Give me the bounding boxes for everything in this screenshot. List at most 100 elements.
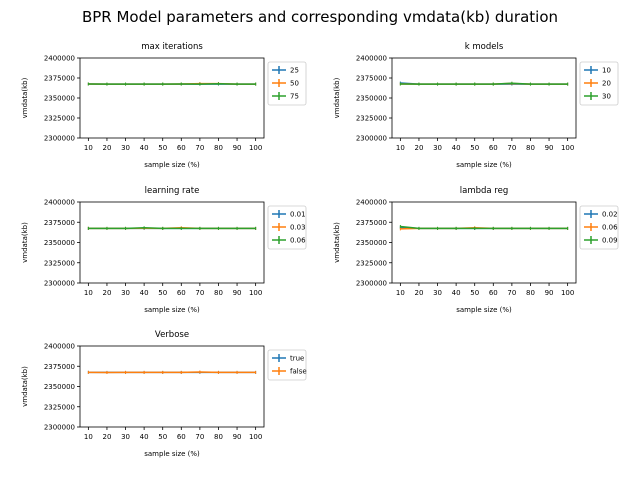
y-tick-label: 2325000 <box>44 115 75 123</box>
legend-box <box>579 205 619 250</box>
legend-label: 75 <box>290 93 299 101</box>
x-tick-label: 60 <box>489 144 498 152</box>
y-tick-label: 2300000 <box>356 135 387 143</box>
legend-label: 10 <box>602 67 611 75</box>
legend: 0.01 0.03 0.06 <box>267 205 307 250</box>
y-tick-label: 2300000 <box>44 424 75 432</box>
axes-frame <box>391 201 577 284</box>
y-tick-label: 2375000 <box>44 363 75 371</box>
legend-label: 30 <box>602 93 611 101</box>
x-axis-label: sample size (%) <box>456 161 512 169</box>
x-tick-label: 100 <box>249 289 262 297</box>
x-tick-label: 60 <box>177 289 186 297</box>
x-tick-label: 20 <box>102 289 111 297</box>
x-tick-label: 20 <box>414 289 423 297</box>
y-tick-label: 2300000 <box>356 280 387 288</box>
x-tick-label: 50 <box>158 144 167 152</box>
y-tick-label: 2325000 <box>356 259 387 267</box>
x-axis-label: sample size (%) <box>144 450 200 458</box>
subplot: Verbose 10 20 30 40 50 60 70 80 90 100 2300000 23250… <box>21 330 307 458</box>
subplot-title: max iterations <box>141 42 203 52</box>
y-tick-label: 2350000 <box>44 95 75 103</box>
x-tick-label: 80 <box>526 289 535 297</box>
y-axis-label: vmdata(kb) <box>21 77 29 118</box>
x-tick-label: 50 <box>470 289 479 297</box>
x-tick-label: 100 <box>249 433 262 441</box>
x-tick-label: 40 <box>140 144 149 152</box>
legend-label: false <box>290 368 307 376</box>
x-tick-label: 90 <box>233 144 242 152</box>
y-tick-label: 2350000 <box>44 239 75 247</box>
y-axis-label: vmdata(kb) <box>333 222 341 263</box>
x-tick-label: 40 <box>452 144 461 152</box>
x-tick-label: 30 <box>121 289 130 297</box>
series-line <box>400 82 568 85</box>
series-line <box>88 227 256 230</box>
x-tick-label: 10 <box>84 289 93 297</box>
y-tick-label: 2350000 <box>356 239 387 247</box>
subplot-title: Verbose <box>155 330 189 340</box>
x-tick-label: 60 <box>177 144 186 152</box>
x-tick-label: 80 <box>214 433 223 441</box>
legend-label: 0.01 <box>290 211 306 219</box>
x-axis-label: sample size (%) <box>144 161 200 169</box>
legend: true false <box>267 349 307 381</box>
axes-frame <box>79 57 265 139</box>
y-tick-label: 2400000 <box>356 55 387 63</box>
y-tick-label: 2300000 <box>44 135 75 143</box>
subplot: max iterations 10 20 30 40 50 60 70 80 90 100 23000… <box>21 42 307 169</box>
series-line <box>400 225 568 230</box>
x-tick-label: 90 <box>233 433 242 441</box>
x-tick-label: 10 <box>396 289 405 297</box>
x-tick-label: 90 <box>545 144 554 152</box>
x-tick-label: 90 <box>545 289 554 297</box>
legend: 0.02 0.06 0.09 <box>579 205 619 250</box>
subplot-title: lambda reg <box>460 186 509 196</box>
x-tick-label: 70 <box>507 144 516 152</box>
legend-box <box>267 205 307 250</box>
subplot-grid: max iterations 10 20 30 40 50 60 70 80 90 100 23000… <box>21 42 619 458</box>
y-tick-label: 2325000 <box>44 259 75 267</box>
x-tick-label: 80 <box>214 289 223 297</box>
legend-label: 0.03 <box>290 224 306 232</box>
x-tick-label: 10 <box>84 433 93 441</box>
legend-label: 20 <box>602 80 611 88</box>
legend: 25 50 75 <box>267 61 307 106</box>
x-tick-label: 60 <box>489 289 498 297</box>
figure-title: BPR Model parameters and corresponding v… <box>82 8 558 26</box>
y-axis-label: vmdata(kb) <box>333 77 341 118</box>
x-tick-label: 50 <box>158 289 167 297</box>
y-tick-label: 2400000 <box>44 55 75 63</box>
x-tick-label: 100 <box>561 289 574 297</box>
y-tick-label: 2325000 <box>44 403 75 411</box>
x-tick-label: 60 <box>177 433 186 441</box>
x-tick-label: 70 <box>507 289 516 297</box>
x-tick-label: 30 <box>433 289 442 297</box>
axes-frame <box>79 201 265 284</box>
x-tick-label: 40 <box>140 289 149 297</box>
x-tick-label: 20 <box>414 144 423 152</box>
x-tick-label: 90 <box>233 289 242 297</box>
legend-box <box>579 61 619 106</box>
x-tick-label: 40 <box>140 433 149 441</box>
x-axis-label: sample size (%) <box>456 306 512 314</box>
x-tick-label: 20 <box>102 433 111 441</box>
x-tick-label: 30 <box>121 433 130 441</box>
y-axis-label: vmdata(kb) <box>21 366 29 407</box>
legend-label: 0.06 <box>602 224 618 232</box>
y-tick-label: 2300000 <box>44 280 75 288</box>
axes-frame <box>79 345 265 428</box>
y-tick-label: 2375000 <box>356 75 387 83</box>
x-tick-label: 50 <box>470 144 479 152</box>
y-tick-label: 2375000 <box>44 219 75 227</box>
subplot-title: learning rate <box>145 186 200 196</box>
x-tick-label: 70 <box>195 289 204 297</box>
y-tick-label: 2325000 <box>356 115 387 123</box>
subplot: lambda reg 10 20 30 40 50 60 70 80 90 100 2300000 23… <box>333 186 619 314</box>
x-tick-label: 20 <box>102 144 111 152</box>
y-tick-label: 2375000 <box>44 75 75 83</box>
axes-frame <box>391 57 577 139</box>
legend-label: 0.09 <box>602 237 618 245</box>
legend-label: 50 <box>290 80 299 88</box>
x-tick-label: 100 <box>249 144 262 152</box>
